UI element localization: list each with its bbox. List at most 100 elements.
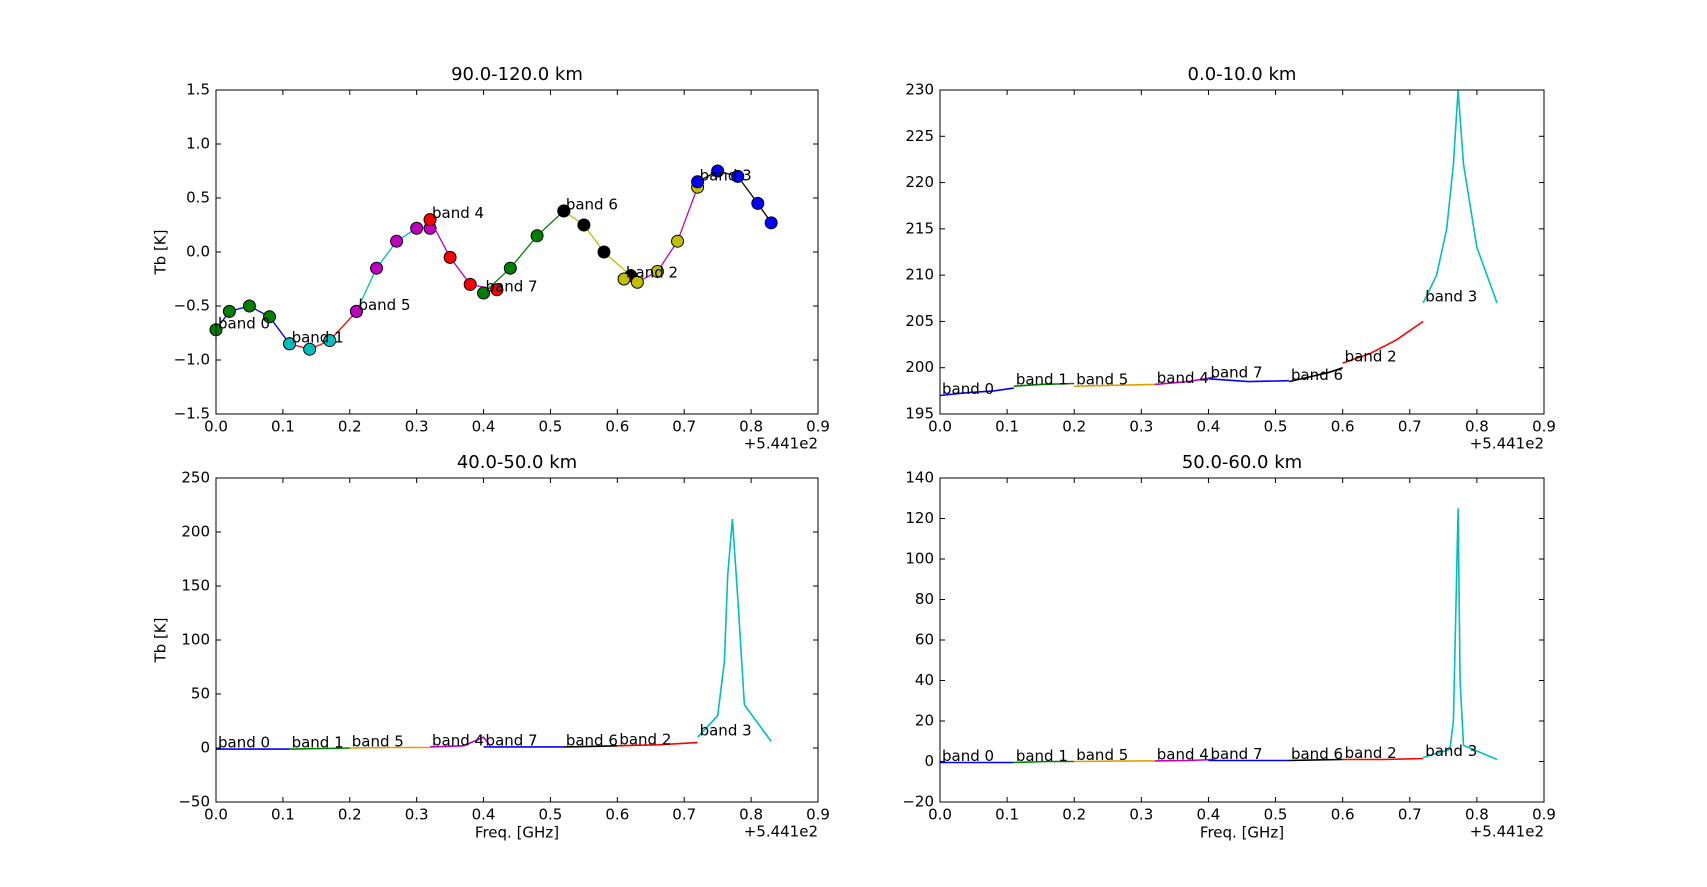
- y-tick-label: 0.0: [186, 243, 210, 261]
- y-tick-label: 205: [905, 312, 934, 330]
- x-tick-label: 0.3: [1129, 418, 1153, 436]
- y-tick-label: 195: [905, 405, 934, 423]
- series-line: [483, 210, 565, 294]
- plot-frame: [215, 89, 819, 415]
- series-marker: [503, 261, 517, 275]
- series-marker: [617, 272, 631, 286]
- x-tick-label: 0.1: [271, 806, 295, 824]
- x-tick-label: 0.3: [405, 418, 429, 436]
- band-annotation: band 3: [700, 722, 752, 740]
- y-tick-label: 50: [191, 685, 210, 703]
- series-marker: [731, 169, 745, 183]
- x-tick-label: 0.6: [1331, 418, 1355, 436]
- x-tick-label: 0.9: [806, 806, 830, 824]
- y-tick-label: 1.5: [186, 81, 210, 99]
- band-annotation: band 4: [1157, 745, 1209, 763]
- series-line: [289, 310, 357, 350]
- y-tick-label: 140: [905, 469, 934, 487]
- band-annotation: band 2: [1345, 348, 1397, 366]
- series-line: [1154, 758, 1216, 762]
- series-marker: [303, 342, 317, 356]
- band-annotation: band 5: [352, 733, 404, 751]
- series-line: [697, 518, 772, 742]
- x-tick-label: 0.2: [338, 418, 362, 436]
- x-tick-label: 0.0: [928, 418, 952, 436]
- y-tick-label: 230: [905, 81, 934, 99]
- series-line: [429, 736, 491, 748]
- band-annotation: band 0: [942, 747, 994, 765]
- series-marker: [463, 277, 477, 291]
- series-marker: [283, 337, 297, 351]
- series-line: [1288, 758, 1343, 762]
- series-line: [1208, 378, 1290, 383]
- y-tick-label: 60: [915, 631, 934, 649]
- y-tick-label: −1.0: [174, 351, 210, 369]
- series-marker: [691, 175, 705, 189]
- x-tick-label: 0.8: [1465, 806, 1489, 824]
- x-offset: +5.441e2: [744, 823, 818, 841]
- x-tick-label: 0.8: [739, 806, 763, 824]
- band-annotation: band 3: [1425, 287, 1477, 305]
- series-marker: [530, 229, 544, 243]
- y-tick-label: −0.5: [174, 297, 210, 315]
- x-tick-label: 0.5: [539, 806, 563, 824]
- series-line: [1013, 760, 1075, 764]
- band-annotation: band 7: [486, 731, 538, 749]
- y-tick-label: 215: [905, 219, 934, 237]
- y-tick-label: 1.0: [186, 135, 210, 153]
- band-annotation: band 4: [432, 204, 484, 222]
- series-marker: [349, 304, 363, 318]
- x-tick-label: 0.3: [405, 806, 429, 824]
- x-offset: +5.441e2: [1470, 823, 1544, 841]
- band-annotation: band 2: [626, 264, 678, 282]
- band-annotation: band 6: [566, 195, 618, 213]
- x-tick-label: 0.6: [605, 418, 629, 436]
- y-tick-label: 0: [200, 739, 210, 757]
- series-line: [1013, 382, 1075, 387]
- band-annotation: band 6: [1291, 366, 1343, 384]
- band-annotation: band 3: [700, 166, 752, 184]
- series-marker: [490, 283, 504, 297]
- series-marker: [263, 310, 277, 324]
- series-marker: [671, 234, 685, 248]
- y-axis-label: Tb [K]: [152, 230, 170, 276]
- y-tick-label: 100: [905, 550, 934, 568]
- series-line: [1154, 376, 1216, 386]
- band-annotation: band 7: [486, 278, 538, 296]
- y-tick-label: 40: [915, 671, 934, 689]
- x-tick-label: 0.5: [539, 418, 563, 436]
- x-tick-label: 0.0: [928, 806, 952, 824]
- x-offset: +5.441e2: [744, 435, 818, 453]
- band-annotation: band 7: [1210, 745, 1262, 763]
- series-line: [1074, 383, 1155, 387]
- series-line: [1342, 320, 1424, 364]
- band-annotation: band 1: [1016, 371, 1068, 389]
- x-tick-label: 0.7: [1398, 806, 1422, 824]
- x-tick-label: 0.7: [1398, 418, 1422, 436]
- series-line: [1074, 760, 1155, 763]
- x-tick-label: 0.4: [472, 418, 496, 436]
- x-tick-label: 0.3: [1129, 806, 1153, 824]
- x-tick-label: 0.0: [204, 418, 228, 436]
- x-tick-label: 0.4: [1197, 418, 1221, 436]
- plot-frame: [215, 477, 819, 803]
- band-annotation: band 4: [432, 731, 484, 749]
- x-tick-label: 0.1: [995, 418, 1019, 436]
- band-annotation: band 1: [292, 734, 344, 752]
- y-tick-label: 200: [181, 523, 210, 541]
- band-annotation: band 5: [1076, 746, 1128, 764]
- x-axis-label: Freq. [GHz]: [475, 824, 559, 842]
- x-tick-label: 0.8: [1465, 418, 1489, 436]
- y-tick-label: −20: [902, 793, 934, 811]
- x-tick-label: 0.7: [672, 418, 696, 436]
- x-tick-label: 0.2: [1062, 806, 1086, 824]
- x-tick-label: 0.5: [1264, 418, 1288, 436]
- x-tick-label: 0.0: [204, 806, 228, 824]
- y-tick-label: 150: [181, 577, 210, 595]
- y-tick-label: 225: [905, 127, 934, 145]
- chart-title: 0.0-10.0 km: [1188, 64, 1297, 85]
- x-tick-label: 0.1: [271, 418, 295, 436]
- chart-title: 50.0-60.0 km: [1182, 452, 1302, 473]
- band-annotation: band 2: [1345, 744, 1397, 762]
